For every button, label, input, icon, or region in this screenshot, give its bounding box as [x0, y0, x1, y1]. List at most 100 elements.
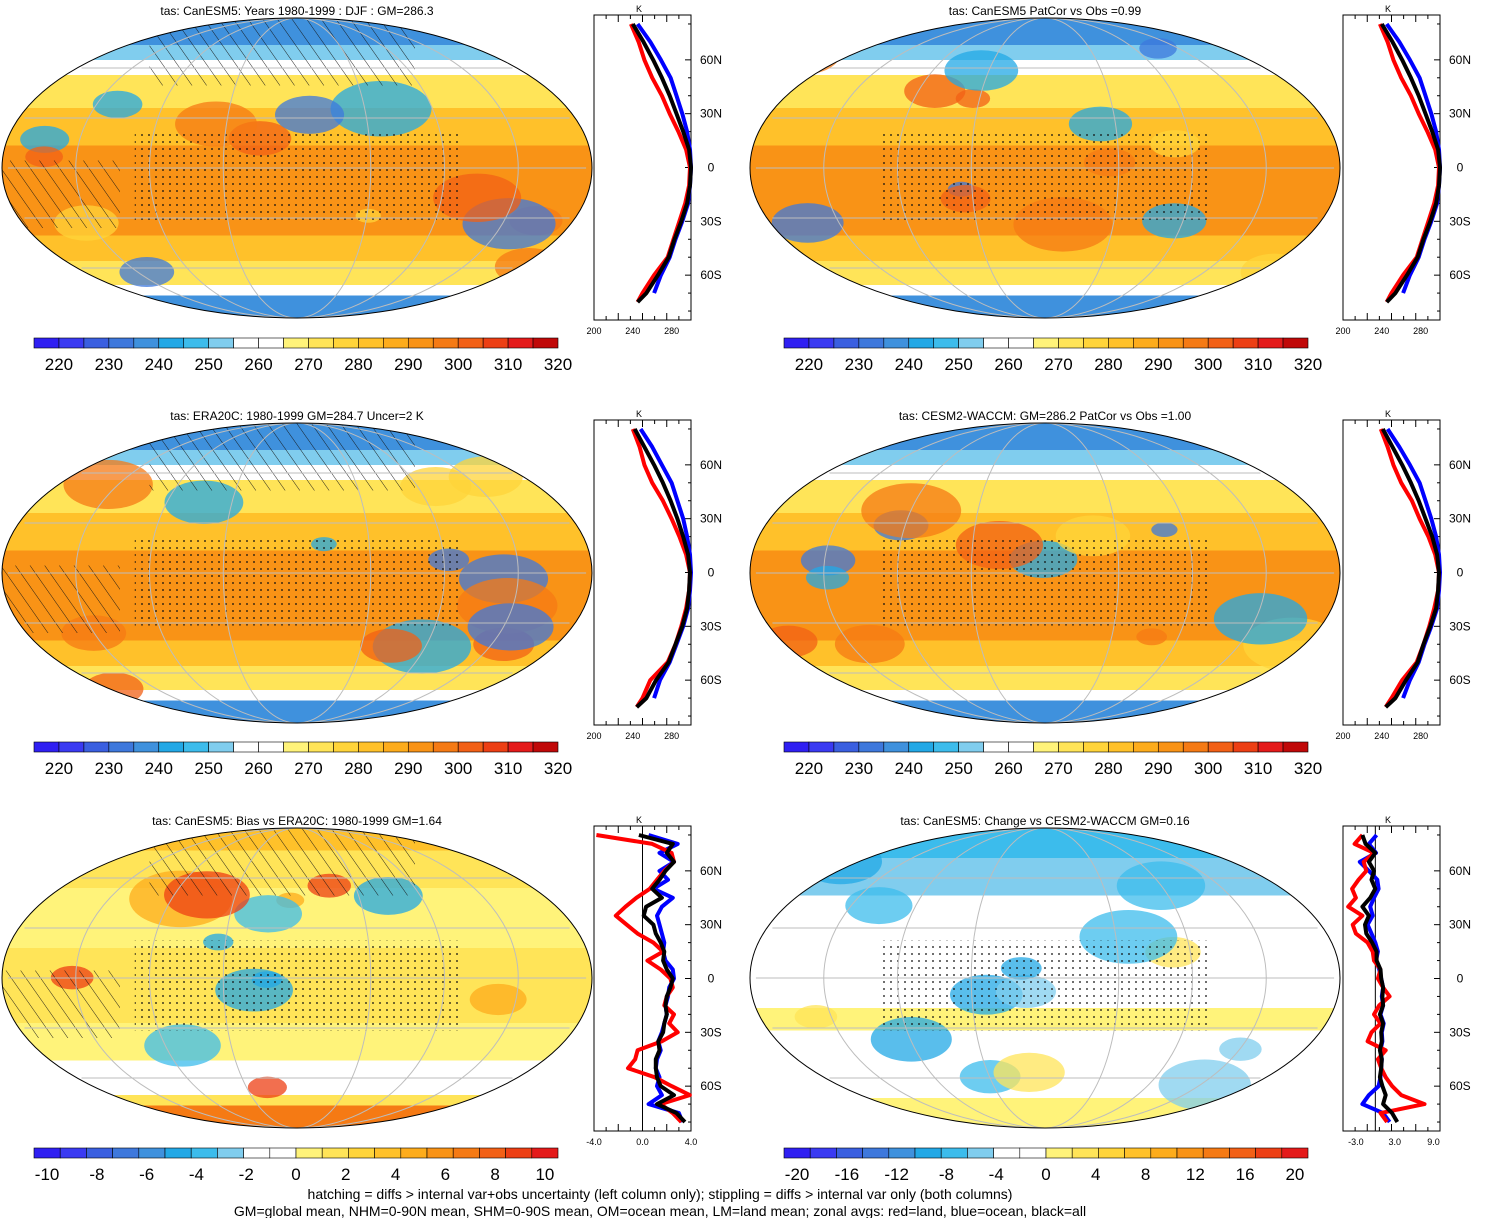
zonal-lat-tick-label: 60S	[1449, 268, 1470, 282]
colorbar-tick-label: 320	[1294, 759, 1322, 778]
zonal-mean-plot: K -3.0 3.0 9.0 60N 30N 0 30S 60S	[1342, 815, 1471, 1147]
zonal-unit-label: K	[1385, 4, 1391, 14]
colorbar-tick-label: 320	[544, 759, 572, 778]
colorbar-swatch	[133, 337, 160, 349]
colorbar-tick-label: 230	[845, 759, 873, 778]
colorbar-swatch	[217, 1147, 244, 1159]
zonal-lat-tick-label: 60S	[700, 1079, 721, 1093]
zonal-x-tick-label: -4.0	[586, 1137, 602, 1147]
map-border	[749, 422, 1341, 724]
zonal-x-tick-label: 3.0	[1388, 1137, 1401, 1147]
colorbar-tick-label: 290	[1144, 759, 1172, 778]
colorbar-swatch	[243, 1147, 271, 1159]
zonal-mean-plot: K 200 240 280 60N 30N 0 30S 60S	[586, 4, 722, 336]
colorbar-tick-label: -8	[939, 1165, 954, 1184]
zonal-all-line	[1381, 428, 1441, 709]
zonal-x-tick-label: 240	[1374, 731, 1389, 741]
colorbar-swatch	[83, 741, 110, 753]
colorbar: 220 230 240 250 260 270 280 290 300 310 320	[33, 741, 572, 778]
colorbar-swatch	[86, 1147, 113, 1159]
colorbar-swatch	[383, 337, 409, 349]
colorbar-swatch	[233, 741, 259, 753]
colorbar-swatch	[1133, 741, 1159, 753]
colorbar-tick-label: 12	[1186, 1165, 1205, 1184]
zonal-all-line	[632, 428, 692, 709]
zonal-frame	[593, 419, 692, 726]
zonal-lat-tick-label: 0	[708, 161, 715, 175]
zonal-x-tick-label: 280	[664, 326, 679, 336]
colorbar-swatch	[1182, 741, 1209, 753]
panel-6: tas: CanESM5: Change vs CESM2-WACCM GM=0…	[749, 814, 1471, 1184]
zonal-frame	[593, 14, 692, 321]
colorbar-swatch	[1257, 741, 1284, 753]
colorbar-swatch	[1176, 1147, 1204, 1159]
zonal-lat-tick-label: 60S	[700, 673, 721, 687]
colorbar: 220 230 240 250 260 270 280 290 300 310 320	[783, 337, 1322, 374]
colorbar-tick-label: 270	[1044, 759, 1072, 778]
colorbar-swatch	[457, 741, 484, 753]
colorbar-swatch	[983, 741, 1009, 753]
colorbar-swatch	[908, 337, 935, 349]
zonal-lat-tick-label: 30N	[700, 512, 722, 526]
colorbar-swatch	[383, 741, 409, 753]
panel-title: tas: CanESM5 PatCor vs Obs =0.99	[949, 4, 1142, 18]
colorbar-swatch	[283, 741, 309, 753]
zonal-all-line	[631, 22, 693, 304]
colorbar-tick-label: 240	[145, 759, 173, 778]
colorbar-swatch	[808, 741, 835, 753]
zonal-lat-tick-label: 30S	[700, 214, 721, 228]
colorbar-tick-label: -6	[139, 1165, 154, 1184]
colorbar-swatch	[479, 1147, 506, 1159]
colorbar-tick-label: 310	[1244, 759, 1272, 778]
colorbar-swatch	[862, 1147, 890, 1159]
colorbar-swatch	[400, 1147, 428, 1159]
colorbar: -10 -8 -6 -4 -2 0 2 4 6 8 10	[33, 1147, 559, 1184]
colorbar-tick-label: 300	[444, 355, 472, 374]
colorbar-swatch	[532, 337, 559, 349]
zonal-lat-tick-label: 60S	[700, 268, 721, 282]
colorbar-tick-label: 220	[45, 759, 73, 778]
colorbar-swatch	[482, 337, 509, 349]
zonal-x-tick-label: 240	[1374, 326, 1389, 336]
colorbar-tick-label: 8	[1141, 1165, 1150, 1184]
colorbar-swatch	[1071, 1147, 1099, 1159]
colorbar-tick-label: 250	[194, 355, 222, 374]
colorbar-swatch	[333, 337, 359, 349]
panel-title: tas: CanESM5: Bias vs ERA20C: 1980-1999 …	[152, 814, 442, 828]
colorbar: -20 -16 -12 -8 -4 0 4 8 12 16 20	[783, 1147, 1309, 1184]
colorbar-swatch	[348, 1147, 375, 1159]
colorbar-swatch	[1150, 1147, 1178, 1159]
panel-1: tas: CanESM5: Years 1980-1999 : DJF : GM…	[1, 4, 722, 374]
colorbar-tick-label: 320	[544, 355, 572, 374]
colorbar-swatch	[1157, 741, 1184, 753]
colorbar-swatch	[958, 337, 984, 349]
colorbar-swatch	[1207, 741, 1234, 753]
colorbar-swatch	[1019, 1147, 1047, 1159]
colorbar-swatch	[482, 741, 509, 753]
colorbar-tick-label: 280	[344, 355, 372, 374]
colorbar-swatch	[1033, 741, 1059, 753]
panel-4: tas: CESM2-WACCM: GM=286.2 PatCor vs Obs…	[749, 409, 1471, 778]
colorbar-tick-label: 260	[244, 355, 272, 374]
zonal-unit-label: K	[1385, 815, 1391, 825]
colorbar-swatch	[432, 741, 459, 753]
zonal-lat-tick-label: 60N	[700, 53, 722, 67]
colorbar-swatch	[836, 1147, 863, 1159]
colorbar-swatch	[505, 1147, 533, 1159]
colorbar-tick-label: 310	[494, 355, 522, 374]
zonal-x-tick-label: 200	[1335, 326, 1350, 336]
zonal-unit-label: K	[636, 409, 642, 419]
colorbar-tick-label: 290	[1144, 355, 1172, 374]
colorbar-swatch	[158, 741, 185, 753]
colorbar-swatch	[1133, 337, 1159, 349]
colorbar-swatch	[1045, 1147, 1073, 1159]
colorbar-swatch	[321, 1147, 349, 1159]
colorbar-swatch	[888, 1147, 916, 1159]
colorbar-swatch	[269, 1147, 297, 1159]
colorbar-tick-label: 250	[194, 759, 222, 778]
colorbar-tick-label: 10	[535, 1165, 554, 1184]
footnote-line-2: GM=global mean, NHM=0-90N mean, SHM=0-90…	[234, 1203, 1086, 1218]
colorbar-swatch	[374, 1147, 402, 1159]
map-border	[1, 17, 593, 319]
zonal-lat-tick-label: 30S	[1449, 619, 1470, 633]
